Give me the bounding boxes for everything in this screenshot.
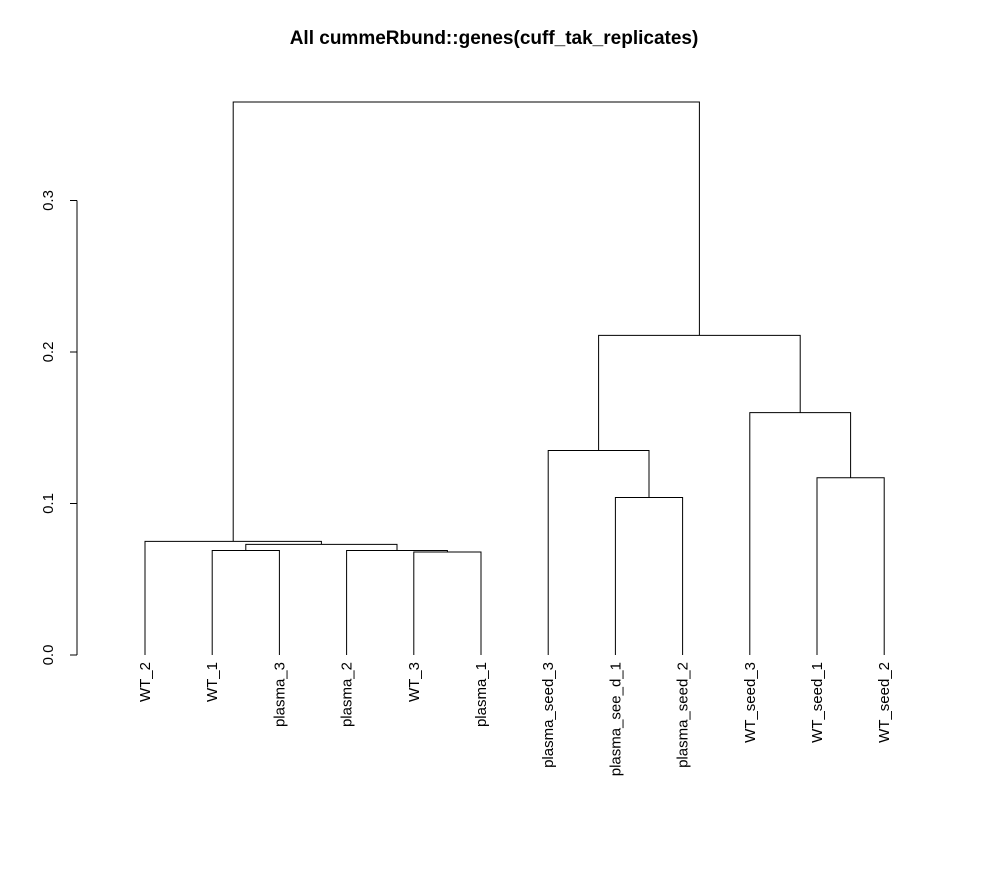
- leaf-label: WT_seed_1: [809, 662, 826, 743]
- chart-title: All cummeRbund::genes(cuff_tak_replicate…: [289, 28, 699, 49]
- dendrogram-branch: [547, 449, 650, 655]
- leaf-label: plasma_2: [339, 662, 356, 727]
- dendrogram-branch: [144, 540, 322, 655]
- leaf-label: plasma_1: [473, 662, 490, 727]
- dendrogram-branch: [245, 543, 398, 551]
- y-tick-label: 0.3: [40, 190, 57, 211]
- leaf-label: WT_2: [137, 662, 154, 702]
- dendrogram-branch: [816, 477, 885, 655]
- leaf-label: plasma_seed_2: [675, 662, 692, 768]
- dendrogram-branch: [232, 101, 700, 542]
- y-tick-label: 0.1: [40, 493, 57, 514]
- y-tick-label: 0.0: [40, 645, 57, 666]
- dendrogram-branch: [614, 496, 684, 655]
- leaf-label: plasma_seed_3: [540, 662, 557, 768]
- dendrogram-branch: [413, 551, 482, 655]
- dendrogram-branch: [598, 334, 801, 451]
- leaf-label: WT_3: [406, 662, 423, 702]
- y-tick-label: 0.2: [40, 342, 57, 363]
- dendrogram-branch: [211, 549, 280, 655]
- leaf-label: WT_seed_2: [876, 662, 893, 743]
- dendrogram-branch: [749, 412, 852, 655]
- leaf-label: plasma_3: [271, 662, 288, 727]
- leaf-label: WT_1: [204, 662, 221, 702]
- leaf-label: plasma_see_d_1: [607, 662, 624, 776]
- dendrogram-branch: [346, 549, 448, 655]
- leaf-label: WT_seed_3: [742, 662, 759, 743]
